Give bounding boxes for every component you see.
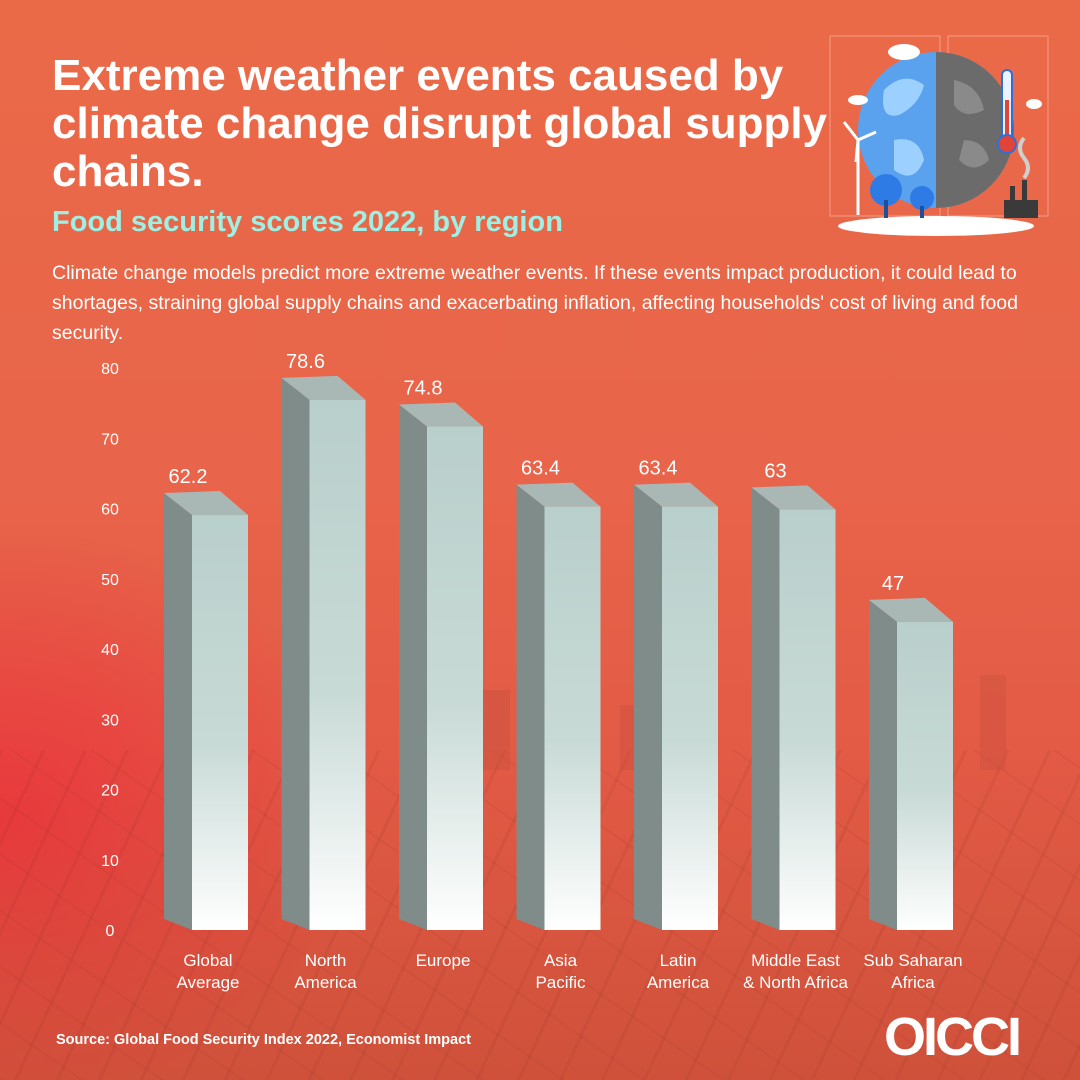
- category-label: Europe: [416, 951, 471, 970]
- bar: 74.8: [399, 378, 483, 930]
- value-label: 47: [882, 573, 904, 595]
- category-label: Latin: [660, 951, 697, 970]
- cloud-icon: [848, 44, 1042, 109]
- bar-top-face: [399, 402, 483, 427]
- bar-front-face: [544, 506, 601, 930]
- category-label: America: [294, 973, 357, 992]
- category-label: Average: [176, 973, 239, 992]
- category-label: & North Africa: [743, 973, 848, 992]
- bar: 62.2: [164, 466, 248, 930]
- bar-top-face: [751, 485, 836, 510]
- y-tick-label: 50: [101, 572, 119, 589]
- bars: 62.2 78.6 74.8 63.4 63.4 63 47: [164, 351, 953, 931]
- bar-chart: 0 10 20 30 40 50 60 70 80 62.2 78.6 74.8 63.4 63.4 63…: [101, 351, 963, 992]
- bar-side-face: [751, 487, 780, 930]
- value-label: 74.8: [404, 378, 443, 400]
- description: Climate change models predict more extre…: [52, 262, 1018, 344]
- bar-side-face: [164, 493, 192, 930]
- value-label: 63.4: [639, 458, 678, 480]
- y-tick-label: 80: [101, 361, 119, 378]
- bar: 63: [751, 460, 836, 930]
- category-label: Global: [183, 951, 232, 970]
- bar-front-face: [779, 509, 836, 930]
- category-label: Sub Saharan: [863, 951, 962, 970]
- page-title: Extreme weather events caused by climate…: [52, 51, 828, 196]
- ground-shadow: [838, 216, 1034, 236]
- y-axis: 0 10 20 30 40 50 60 70 80: [101, 361, 119, 940]
- y-tick-label: 40: [101, 642, 119, 659]
- bar-top-face: [281, 375, 366, 400]
- value-label: 62.2: [169, 466, 208, 488]
- globe-icon: [858, 52, 1014, 208]
- y-tick-label: 10: [101, 853, 119, 870]
- bar-top-face: [516, 482, 601, 507]
- category-label: America: [647, 973, 710, 992]
- bar-front-face: [662, 506, 718, 930]
- y-tick-label: 20: [101, 783, 119, 800]
- climate-illustration: [829, 35, 1049, 236]
- bar-side-face: [281, 377, 310, 931]
- bar-side-face: [399, 404, 427, 930]
- bar-front-face: [897, 621, 953, 930]
- y-tick-label: 0: [106, 923, 115, 940]
- bar-top-face: [164, 491, 248, 516]
- category-label: Africa: [891, 973, 935, 992]
- bar-top-face: [634, 482, 718, 507]
- bar: 78.6: [281, 351, 366, 931]
- bar: 63.4: [634, 458, 718, 930]
- thermometer-icon: [997, 69, 1017, 154]
- bar-front-face: [309, 399, 366, 931]
- value-label: 78.6: [286, 351, 325, 373]
- bar-side-face: [869, 599, 897, 930]
- bar: 63.4: [516, 458, 601, 930]
- x-axis: Global Average North America Europe Asia Pacif…: [176, 951, 962, 992]
- value-label: 63: [764, 460, 786, 482]
- bar-top-face: [869, 597, 953, 622]
- bar-front-face: [192, 515, 248, 930]
- y-tick-label: 60: [101, 502, 119, 519]
- bar-side-face: [516, 484, 545, 930]
- factory-icon: [1004, 136, 1038, 218]
- y-tick-label: 30: [101, 712, 119, 729]
- category-label: Pacific: [535, 973, 586, 992]
- tree-icon: [870, 174, 934, 218]
- category-label: Middle East: [751, 951, 840, 970]
- bar-side-face: [634, 484, 662, 930]
- y-tick-label: 70: [101, 431, 119, 448]
- brand-logo: OICCI: [884, 1007, 1022, 1067]
- value-label: 63.4: [521, 458, 560, 480]
- category-label: North: [305, 951, 347, 970]
- wind-turbine-icon: [842, 121, 877, 215]
- source-note: Source: Global Food Security Index 2022,…: [56, 1032, 471, 1048]
- bar-front-face: [427, 426, 483, 930]
- bar: 47: [869, 573, 953, 930]
- chart-subtitle: Food security scores 2022, by region: [52, 206, 563, 238]
- category-label: Asia: [544, 951, 578, 970]
